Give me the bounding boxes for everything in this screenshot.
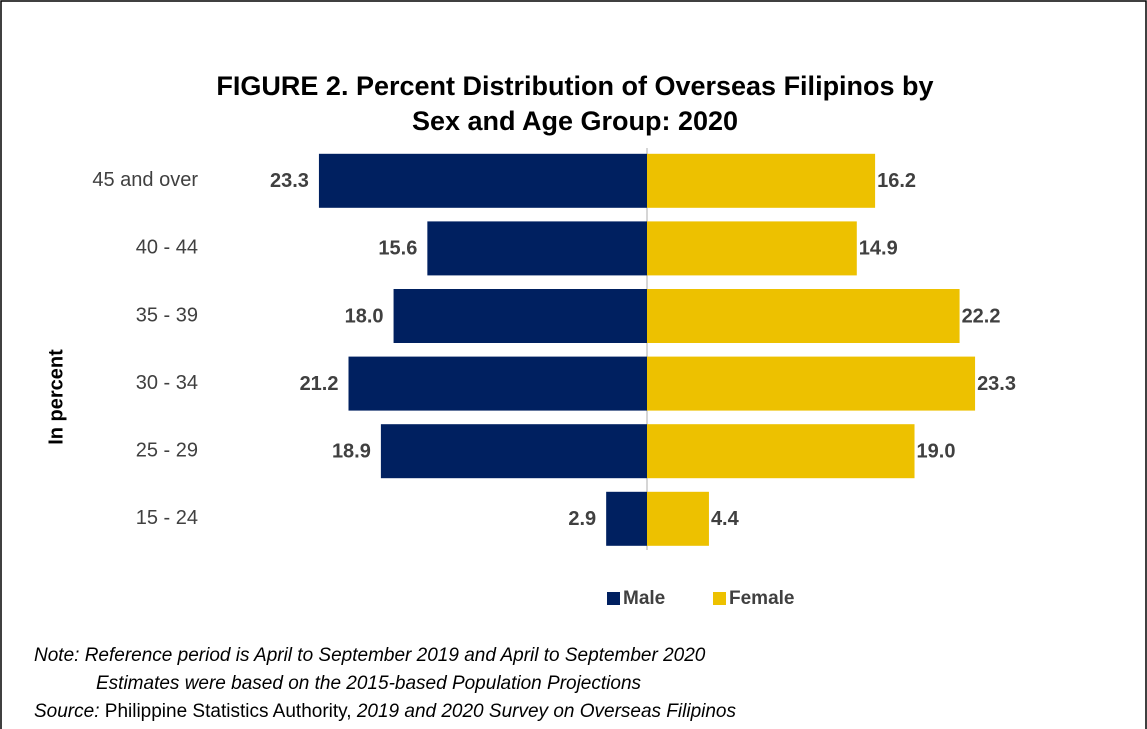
bar (647, 424, 915, 479)
note: Estimates were based on the 2015-based P… (96, 673, 642, 694)
bar (647, 356, 976, 411)
value-label: 18.9 (332, 440, 371, 462)
value-label: 2.9 (568, 508, 596, 530)
value-label: 16.2 (877, 170, 916, 192)
bar (318, 153, 647, 208)
chart-title: FIGURE 2. Percent Distribution of Overse… (216, 71, 933, 101)
bar (647, 289, 960, 343)
legend-label: Female (729, 588, 794, 609)
y-axis-label: In percent (45, 349, 67, 445)
value-label: 19.0 (917, 440, 956, 462)
bar (427, 221, 647, 276)
value-label: 23.3 (270, 170, 309, 192)
value-label: 18.0 (345, 305, 384, 327)
bar (393, 289, 647, 343)
value-label: 21.2 (300, 373, 339, 395)
value-label: 15.6 (378, 238, 417, 260)
source-label: Source: (34, 701, 99, 722)
value-label: 23.3 (977, 373, 1016, 395)
chart-title: Sex and Age Group: 2020 (412, 106, 738, 136)
source-text: Philippine Statistics Authority, (105, 701, 352, 722)
y-tick-label: 40 - 44 (136, 237, 198, 259)
bar (647, 153, 876, 208)
source: Source: Philippine Statistics Authority,… (34, 701, 737, 722)
y-tick-label: 35 - 39 (136, 304, 198, 326)
bar (647, 221, 857, 276)
legend-label: Male (623, 588, 665, 609)
value-label: 22.2 (962, 305, 1001, 327)
bar (647, 491, 709, 546)
y-tick-label: 25 - 29 (136, 439, 198, 461)
y-tick-label: 30 - 34 (136, 372, 198, 394)
bar (606, 491, 647, 546)
y-tick-label: 15 - 24 (136, 507, 198, 529)
value-label: 14.9 (859, 238, 898, 260)
legend-swatch (607, 592, 620, 605)
legend-swatch (713, 592, 726, 605)
y-tick-label: 45 and over (92, 169, 198, 191)
source-title: 2019 and 2020 Survey on Overseas Filipin… (356, 701, 737, 722)
value-label: 4.4 (711, 508, 740, 530)
bar (348, 356, 647, 411)
note: Note: Reference period is April to Septe… (34, 645, 706, 666)
bar (380, 424, 647, 479)
